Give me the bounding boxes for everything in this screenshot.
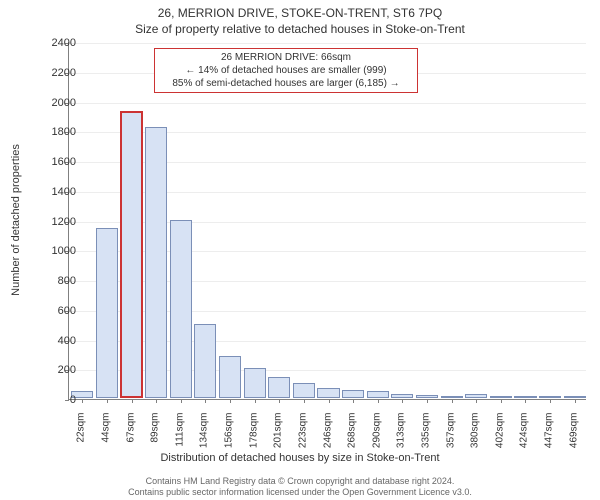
bar <box>170 220 192 399</box>
x-tick-label: 201sqm <box>273 413 284 463</box>
bar <box>219 356 241 398</box>
x-tick-label: 402sqm <box>494 413 505 463</box>
x-tick-mark <box>427 399 428 403</box>
y-tick-label: 2200 <box>36 67 76 79</box>
chart-subtitle: Size of property relative to detached ho… <box>0 22 600 36</box>
y-tick-label: 1400 <box>36 186 76 198</box>
grid-line <box>69 43 586 44</box>
annotation-line-2: ← 14% of detached houses are smaller (99… <box>161 64 411 77</box>
x-tick-mark <box>181 399 182 403</box>
x-tick-mark <box>525 399 526 403</box>
chart-title-address: 26, MERRION DRIVE, STOKE-ON-TRENT, ST6 7… <box>0 6 600 20</box>
x-tick-label: 22sqm <box>76 413 87 463</box>
plot-area: 26 MERRION DRIVE: 66sqm ← 14% of detache… <box>68 42 586 400</box>
x-tick-label: 223sqm <box>297 413 308 463</box>
x-tick-mark <box>304 399 305 403</box>
bar <box>367 391 389 398</box>
x-tick-mark <box>230 399 231 403</box>
y-tick-label: 1800 <box>36 126 76 138</box>
bar <box>293 383 315 398</box>
y-tick-label: 400 <box>36 335 76 347</box>
x-tick-mark <box>156 399 157 403</box>
x-tick-mark <box>107 399 108 403</box>
x-tick-mark <box>132 399 133 403</box>
y-tick-label: 1000 <box>36 245 76 257</box>
footer-line-1: Contains HM Land Registry data © Crown c… <box>0 476 600 487</box>
bar <box>490 396 512 398</box>
x-tick-label: 111sqm <box>174 413 185 463</box>
x-tick-label: 469sqm <box>568 413 579 463</box>
x-tick-label: 313sqm <box>396 413 407 463</box>
x-tick-label: 335sqm <box>420 413 431 463</box>
x-tick-label: 67sqm <box>125 413 136 463</box>
x-tick-label: 290sqm <box>371 413 382 463</box>
x-tick-label: 134sqm <box>199 413 210 463</box>
highlight-annotation-box: 26 MERRION DRIVE: 66sqm ← 14% of detache… <box>154 48 418 93</box>
x-tick-label: 424sqm <box>519 413 530 463</box>
bar <box>244 368 266 398</box>
bar <box>416 395 438 398</box>
x-tick-mark <box>255 399 256 403</box>
x-tick-mark <box>476 399 477 403</box>
y-tick-label: 1600 <box>36 156 76 168</box>
y-tick-label: 0 <box>36 394 76 406</box>
footer-attribution: Contains HM Land Registry data © Crown c… <box>0 476 600 498</box>
x-tick-mark <box>205 399 206 403</box>
bar <box>441 396 463 398</box>
x-tick-label: 357sqm <box>445 413 456 463</box>
bar <box>391 394 413 398</box>
y-axis-label: Number of detached properties <box>10 144 22 296</box>
bar <box>514 396 536 398</box>
x-tick-mark <box>402 399 403 403</box>
bar <box>268 377 290 398</box>
bar-highlighted <box>120 111 142 398</box>
y-tick-label: 800 <box>36 275 76 287</box>
x-tick-label: 44sqm <box>100 413 111 463</box>
x-tick-label: 178sqm <box>248 413 259 463</box>
footer-line-2: Contains public sector information licen… <box>0 487 600 498</box>
chart-container: { "chart": { "type": "histogram", "title… <box>0 0 600 500</box>
x-tick-label: 447sqm <box>544 413 555 463</box>
annotation-line-1: 26 MERRION DRIVE: 66sqm <box>161 51 411 64</box>
x-tick-mark <box>329 399 330 403</box>
x-tick-label: 89sqm <box>150 413 161 463</box>
bar <box>539 396 561 398</box>
x-tick-label: 156sqm <box>224 413 235 463</box>
x-tick-mark <box>82 399 83 403</box>
bar <box>317 388 339 398</box>
x-tick-label: 380sqm <box>470 413 481 463</box>
x-tick-label: 246sqm <box>322 413 333 463</box>
bar <box>465 394 487 398</box>
bar <box>564 396 586 398</box>
y-tick-label: 200 <box>36 364 76 376</box>
x-tick-mark <box>279 399 280 403</box>
y-tick-label: 600 <box>36 305 76 317</box>
x-tick-mark <box>550 399 551 403</box>
bar <box>194 324 216 398</box>
grid-line <box>69 103 586 104</box>
x-tick-label: 268sqm <box>347 413 358 463</box>
y-tick-label: 1200 <box>36 216 76 228</box>
y-tick-label: 2400 <box>36 37 76 49</box>
plot-inner <box>68 42 586 400</box>
bar <box>342 390 364 398</box>
bar <box>96 228 118 398</box>
x-tick-mark <box>452 399 453 403</box>
x-tick-mark <box>501 399 502 403</box>
x-tick-mark <box>378 399 379 403</box>
y-tick-label: 2000 <box>36 97 76 109</box>
x-tick-mark <box>575 399 576 403</box>
x-tick-mark <box>353 399 354 403</box>
annotation-line-3: 85% of semi-detached houses are larger (… <box>161 77 411 90</box>
bar <box>145 127 167 398</box>
